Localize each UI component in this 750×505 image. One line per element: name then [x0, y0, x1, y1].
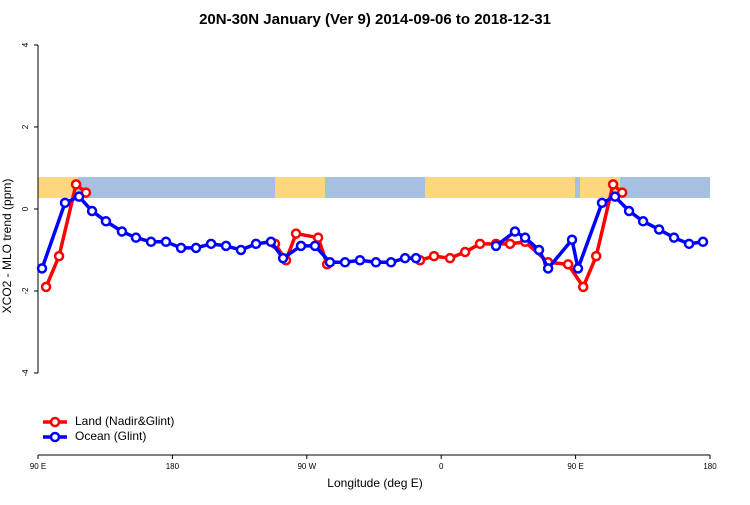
data-point	[590, 250, 602, 262]
legend-marker	[49, 416, 61, 428]
data-point	[86, 205, 98, 217]
data-point	[385, 257, 397, 268]
data-point	[309, 240, 321, 252]
legend-marker	[49, 431, 61, 443]
data-point	[290, 228, 302, 239]
data-point	[116, 226, 128, 237]
x-axis-label: Longitude (deg E)	[327, 476, 422, 490]
data-point	[533, 244, 545, 256]
y-tick-label: -2	[21, 287, 30, 295]
data-point	[668, 232, 680, 243]
data-point	[40, 281, 52, 293]
y-tick-label: -4	[21, 369, 30, 377]
data-point	[562, 259, 574, 270]
data-point	[70, 179, 82, 190]
data-point	[339, 257, 351, 268]
data-point	[130, 232, 142, 243]
legend-label: Ocean (Glint)	[75, 429, 146, 443]
data-point	[370, 257, 382, 268]
data-point	[324, 257, 336, 268]
data-point	[410, 252, 422, 264]
data-point	[235, 244, 247, 256]
x-tick-label: 0	[439, 462, 444, 471]
y-axis-label: XCO2 - MLO trend (ppm)	[0, 179, 14, 314]
x-tick-label: 90 E	[567, 462, 583, 471]
data-point	[295, 240, 307, 252]
y-tick-label: 0	[21, 206, 30, 211]
data-point	[36, 263, 48, 274]
data-point	[566, 234, 578, 245]
data-point	[100, 216, 112, 227]
data-point	[542, 263, 554, 274]
map-land	[275, 177, 325, 198]
y-tick-label: 4	[21, 42, 30, 47]
chart-title: 20N-30N January (Ver 9) 2014-09-06 to 20…	[199, 11, 551, 28]
x-tick-label: 180	[166, 462, 180, 471]
data-point	[175, 242, 187, 254]
x-tick-label: 90 W	[297, 462, 316, 471]
data-point	[160, 236, 172, 248]
data-point	[205, 238, 217, 250]
data-point	[265, 236, 277, 248]
x-tick-label: 90 E	[30, 462, 46, 471]
data-point	[607, 179, 619, 190]
map-land	[38, 177, 78, 198]
data-point	[504, 238, 516, 250]
data-point	[577, 281, 589, 293]
data-point	[444, 252, 456, 264]
data-point	[459, 246, 471, 258]
legend-label: Land (Nadir&Glint)	[75, 414, 174, 428]
data-point	[220, 240, 232, 252]
data-point	[399, 252, 411, 264]
data-point	[697, 236, 709, 248]
data-point	[572, 263, 584, 274]
data-point	[474, 238, 486, 250]
data-point	[428, 250, 440, 262]
data-point	[519, 232, 531, 243]
data-point	[623, 205, 635, 217]
data-point	[312, 232, 324, 243]
data-point	[73, 191, 85, 202]
map-land	[425, 177, 575, 198]
data-point	[609, 191, 621, 202]
data-point	[653, 224, 665, 235]
data-point	[596, 197, 608, 209]
data-point	[145, 236, 157, 248]
x-tick-label: 180	[703, 462, 717, 471]
data-point	[277, 252, 289, 264]
data-point	[683, 238, 695, 250]
data-point	[250, 238, 262, 250]
data-point	[53, 250, 65, 262]
data-point	[637, 216, 649, 227]
data-point	[59, 197, 71, 209]
data-point	[509, 226, 521, 237]
y-tick-label: 2	[21, 124, 30, 129]
data-point	[190, 242, 202, 254]
data-point	[354, 254, 366, 266]
data-point	[490, 240, 502, 252]
